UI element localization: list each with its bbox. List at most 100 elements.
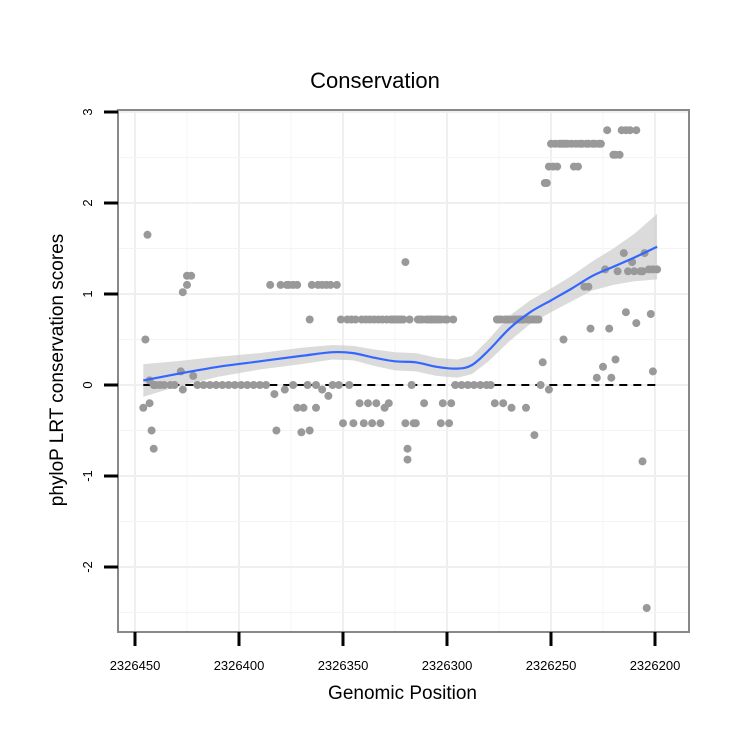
x-tick-label: 2326450: [110, 658, 161, 673]
data-point: [368, 419, 377, 428]
data-point: [653, 265, 662, 274]
data-point: [326, 280, 335, 289]
data-point: [336, 315, 345, 324]
data-point: [297, 428, 306, 437]
data-point: [407, 381, 416, 389]
x-tick-label: 2326350: [318, 658, 369, 673]
data-point: [364, 399, 372, 408]
data-point: [289, 381, 298, 389]
panel-border: [117, 109, 690, 633]
data-point: [255, 381, 264, 389]
data-point: [613, 267, 622, 276]
axes: 2326450 2326400 2326350 2326300 2326250 23262…: [80, 108, 680, 673]
data-point: [574, 162, 582, 171]
data-point: [420, 399, 429, 408]
data-point: [145, 399, 154, 408]
data-point: [187, 271, 196, 280]
data-point: [312, 381, 320, 389]
data-point: [621, 308, 630, 317]
smooth-fit-line: [143, 245, 658, 382]
data-point: [183, 280, 191, 289]
data-point: [193, 381, 202, 389]
y-tick-label: 0: [80, 381, 95, 388]
data-point: [160, 381, 169, 389]
data-point: [376, 419, 385, 428]
data-point: [603, 126, 612, 135]
data-point: [638, 457, 647, 466]
data-point: [438, 399, 447, 408]
data-point: [605, 324, 614, 333]
data-point: [276, 280, 285, 289]
data-point: [141, 335, 150, 344]
data-point: [355, 399, 364, 408]
data-point: [490, 399, 499, 408]
y-tick-label: -2: [80, 561, 95, 573]
data-point: [149, 444, 158, 453]
data-point: [592, 373, 601, 382]
data-point: [447, 399, 456, 408]
data-point: [401, 258, 410, 267]
data-point: [607, 373, 616, 382]
data-point: [351, 315, 360, 324]
data-point: [243, 381, 252, 389]
data-point: [280, 385, 289, 394]
data-point: [189, 371, 198, 380]
data-point: [436, 419, 445, 428]
data-point: [599, 362, 607, 371]
data-point: [476, 381, 485, 389]
y-tick-label: 1: [80, 290, 95, 297]
data-point: [534, 315, 543, 324]
data-point: [178, 385, 187, 394]
data-point: [544, 385, 553, 394]
data-point: [262, 381, 270, 389]
data-point: [463, 381, 472, 389]
data-point: [470, 381, 478, 389]
data-point: [403, 444, 412, 453]
data-point: [536, 381, 545, 389]
data-point: [596, 139, 605, 148]
data-point: [305, 426, 314, 435]
data-point: [249, 381, 258, 389]
data-point: [530, 431, 539, 440]
data-point: [457, 381, 466, 389]
data-point: [324, 391, 333, 400]
data-point: [559, 335, 568, 344]
x-axis-label: Genomic Position: [328, 683, 477, 704]
data-points: [139, 126, 662, 612]
y-tick-label: 2: [80, 199, 95, 206]
data-point: [626, 126, 634, 135]
data-point: [328, 381, 337, 389]
data-point: [307, 280, 316, 289]
data-point: [632, 319, 641, 328]
data-point: [293, 280, 302, 289]
data-point: [615, 150, 624, 159]
data-point: [303, 381, 312, 389]
data-point: [212, 381, 221, 389]
data-point: [499, 399, 508, 408]
data-point: [270, 390, 279, 399]
data-point: [624, 267, 632, 276]
data-point: [538, 358, 547, 367]
data-point: [237, 381, 246, 389]
data-point: [143, 230, 152, 239]
data-point: [449, 315, 458, 324]
data-point: [399, 315, 408, 324]
x-tick-label: 2326200: [630, 658, 681, 673]
data-point: [230, 381, 239, 389]
data-point: [299, 403, 308, 412]
data-point: [553, 162, 562, 171]
data-point: [359, 419, 368, 428]
data-point: [139, 403, 148, 412]
data-point: [384, 399, 393, 408]
data-point: [507, 403, 516, 412]
data-point: [266, 280, 275, 289]
data-point: [584, 282, 593, 291]
y-tick-label: 3: [80, 108, 95, 115]
data-point: [403, 455, 412, 464]
data-point: [345, 381, 354, 389]
data-point: [293, 403, 302, 412]
data-point: [411, 419, 420, 428]
chart-title: Conservation: [310, 68, 440, 93]
data-point: [178, 288, 187, 297]
